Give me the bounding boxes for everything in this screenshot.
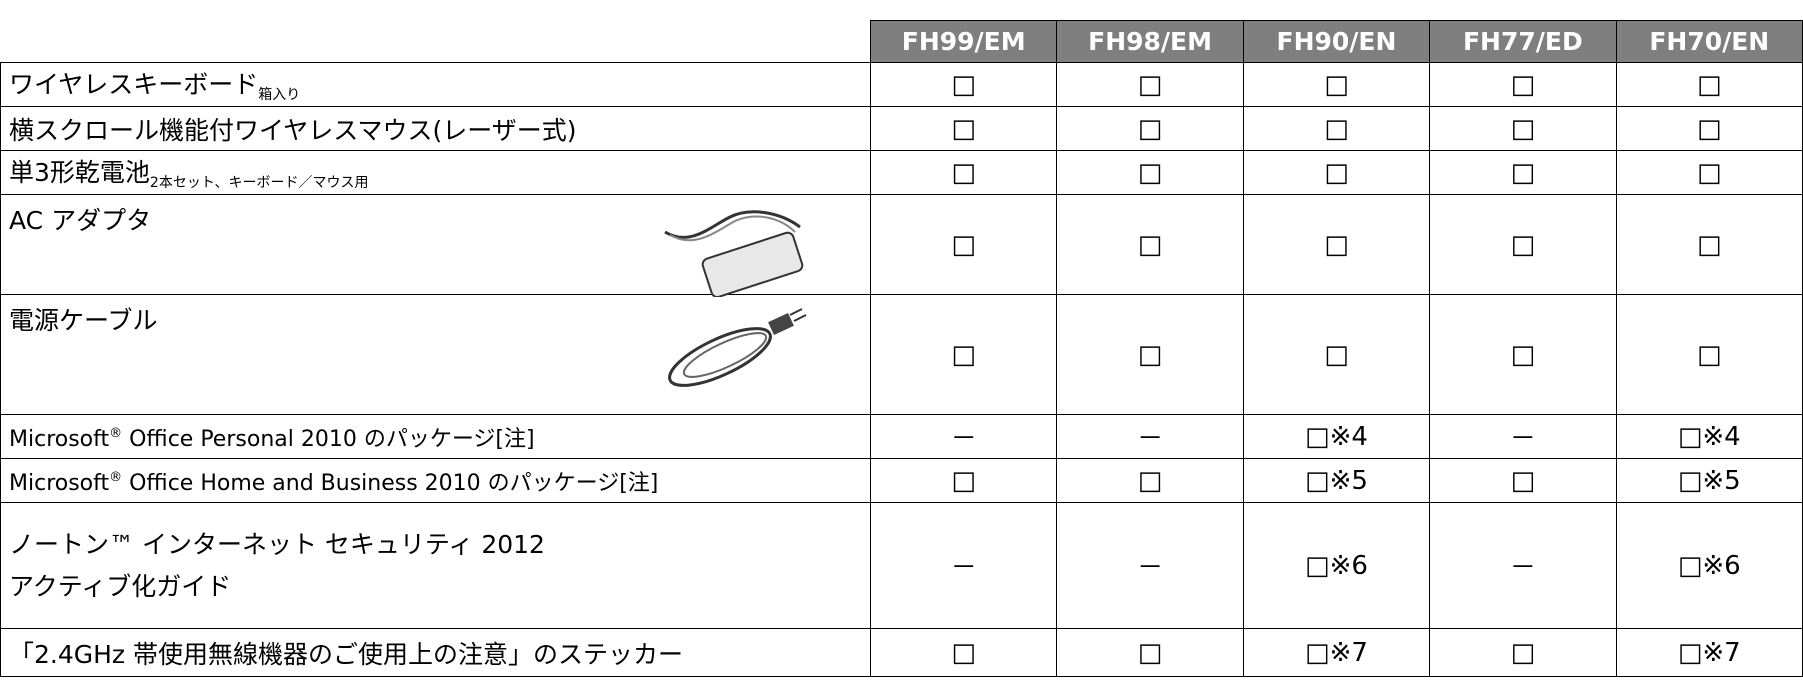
value-cell: □ bbox=[1615, 62, 1803, 107]
value-cell: □※7 bbox=[1242, 628, 1431, 677]
item-cell: 電源ケーブル bbox=[0, 294, 871, 415]
column-header: FH70/EN bbox=[1615, 20, 1803, 63]
item-cell: ノートン™ インターネット セキュリティ 2012 アクティブ化ガイド bbox=[0, 502, 871, 629]
item-label: 「2.4GHz 帯使用無線機器のご使用上の注意」のステッカー bbox=[9, 639, 684, 669]
adapter-icon bbox=[664, 210, 804, 297]
value-cell: □ bbox=[1429, 194, 1617, 295]
value-cell: □ bbox=[869, 458, 1058, 503]
table-row: Microsoft® Office Home and Business 2010… bbox=[0, 458, 1803, 503]
item-label: 電源ケーブル bbox=[9, 306, 158, 335]
value-cell: □※5 bbox=[1242, 458, 1431, 503]
value-cell: □ bbox=[1056, 458, 1244, 503]
column-header: FH77/ED bbox=[1429, 20, 1617, 63]
value-cell: － bbox=[1429, 414, 1617, 459]
item-note: 箱入り bbox=[258, 87, 301, 103]
table-row: Microsoft® Office Personal 2010 のパッケージ[注… bbox=[0, 414, 1803, 459]
value-cell: □ bbox=[1615, 150, 1803, 195]
value-cell: － bbox=[1056, 414, 1244, 459]
column-header: FH98/EM bbox=[1056, 20, 1244, 63]
item-label: ワイヤレスキーボード bbox=[9, 70, 259, 99]
value-cell: □ bbox=[1242, 150, 1431, 195]
column-header: FH99/EM bbox=[869, 20, 1058, 63]
value-cell: □ bbox=[869, 628, 1058, 677]
item-cell: 横スクロール機能付ワイヤレスマウス(レーザー式) bbox=[0, 106, 871, 151]
value-cell: □ bbox=[1056, 294, 1244, 415]
value-cell: □ bbox=[869, 194, 1058, 295]
value-cell: □ bbox=[1429, 294, 1617, 415]
value-cell: □ bbox=[1242, 106, 1431, 151]
registered-mark: ® bbox=[109, 469, 123, 485]
value-cell: － bbox=[869, 502, 1058, 629]
cable-icon bbox=[668, 308, 807, 387]
table-row: 横スクロール機能付ワイヤレスマウス(レーザー式) □ □ □ □ □ bbox=[0, 106, 1803, 151]
item-cell: 単3形乾電池2本セット、キーボード／マウス用 bbox=[0, 150, 871, 195]
value-cell: □ bbox=[1242, 294, 1431, 415]
table-row: ノートン™ インターネット セキュリティ 2012 アクティブ化ガイド－－ □※6 －… bbox=[0, 502, 1803, 629]
value-cell: □※5 bbox=[1615, 458, 1803, 503]
value-cell: □ bbox=[869, 294, 1058, 415]
table-row: 電源ケーブル □ □ □ □ □ bbox=[0, 294, 1803, 415]
value-cell: □ bbox=[1056, 150, 1244, 195]
value-cell: □ bbox=[1056, 194, 1244, 295]
value-cell: □ bbox=[1429, 62, 1617, 107]
table-row: AC アダプタ □ □ □ □ □ bbox=[0, 194, 1803, 297]
blank-header bbox=[0, 20, 871, 63]
value-cell: □ bbox=[1615, 106, 1803, 151]
item-label: Office Personal 2010 のパッケージ[注] bbox=[122, 426, 535, 452]
value-cell: □ bbox=[1242, 62, 1431, 107]
table-row: ワイヤレスキーボード箱入り □ □ □ □ □ bbox=[0, 62, 1803, 107]
item-line: ノートン™ インターネット セキュリティ 2012 bbox=[9, 529, 545, 559]
registered-mark: ® bbox=[109, 425, 123, 441]
item-label: Microsoft bbox=[9, 426, 110, 452]
item-label: 単3形乾電池 bbox=[9, 158, 150, 187]
item-cell: 「2.4GHz 帯使用無線機器のご使用上の注意」のステッカー bbox=[0, 628, 871, 677]
item-note: 2本セット、キーボード／マウス用 bbox=[149, 175, 369, 191]
value-cell: □ bbox=[1056, 62, 1244, 107]
value-cell: □ bbox=[869, 150, 1058, 195]
value-cell: □※7 bbox=[1615, 628, 1803, 677]
value-cell: □ bbox=[1429, 150, 1617, 195]
value-cell: □※4 bbox=[1615, 414, 1803, 459]
value-cell: □ bbox=[1615, 194, 1803, 295]
value-cell: － bbox=[1056, 502, 1244, 629]
value-cell: □ bbox=[1056, 106, 1244, 151]
value-cell: □ bbox=[1429, 458, 1617, 503]
item-line: アクティブ化ガイド bbox=[9, 571, 232, 601]
table-row: 単3形乾電池2本セット、キーボード／マウス用 □ □ □ □ □ bbox=[0, 150, 1803, 195]
value-cell: □ bbox=[869, 62, 1058, 107]
item-cell: Microsoft® Office Home and Business 2010… bbox=[0, 458, 871, 503]
item-cell: ワイヤレスキーボード箱入り bbox=[0, 62, 871, 107]
value-cell: － bbox=[869, 414, 1058, 459]
value-cell: □ bbox=[1615, 294, 1803, 415]
header-row: FH99/EM FH98/EM FH90/EN FH77/ED FH70/EN bbox=[0, 20, 1803, 63]
accessory-table: FH99/EM FH98/EM FH90/EN FH77/ED FH70/EN ワイヤレ… bbox=[0, 20, 1803, 677]
value-cell: □ bbox=[869, 106, 1058, 151]
item-cell: AC アダプタ bbox=[0, 194, 871, 297]
value-cell: □ bbox=[1429, 106, 1617, 151]
item-label: AC アダプタ bbox=[9, 206, 152, 235]
item-label: Microsoft bbox=[9, 470, 110, 496]
value-cell: □※6 bbox=[1242, 502, 1431, 629]
table-row: 「2.4GHz 帯使用無線機器のご使用上の注意」のステッカー □ □ □※7 □ □※7 bbox=[0, 628, 1803, 677]
item-cell: Microsoft® Office Personal 2010 のパッケージ[注… bbox=[0, 414, 871, 459]
value-cell: □ bbox=[1242, 194, 1431, 295]
item-label: Office Home and Business 2010 のパッケージ[注] bbox=[122, 470, 659, 496]
value-cell: □ bbox=[1429, 628, 1617, 677]
value-cell: □※4 bbox=[1242, 414, 1431, 459]
value-cell: － bbox=[1429, 502, 1617, 629]
item-label: 横スクロール機能付ワイヤレスマウス(レーザー式) bbox=[9, 115, 577, 145]
value-cell: □※6 bbox=[1615, 502, 1803, 629]
value-cell: □ bbox=[1056, 628, 1244, 677]
column-header: FH90/EN bbox=[1242, 20, 1431, 63]
